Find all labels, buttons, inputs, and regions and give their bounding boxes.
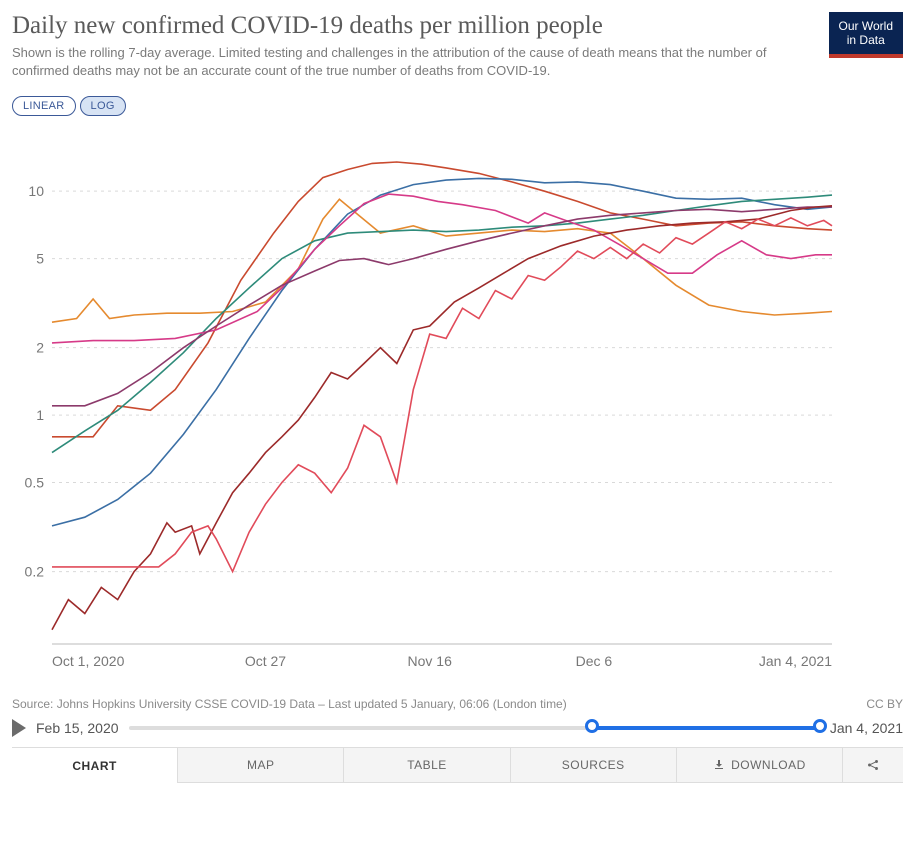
timeline-slider[interactable]: [129, 726, 820, 730]
svg-text:0.2: 0.2: [25, 564, 45, 580]
svg-text:5: 5: [36, 251, 44, 267]
source-text: Source: Johns Hopkins University CSSE CO…: [12, 697, 567, 711]
logo-line2: in Data: [839, 34, 893, 48]
svg-text:Dec 6: Dec 6: [576, 653, 613, 669]
series-e: [52, 194, 832, 343]
svg-text:Oct 1, 2020: Oct 1, 2020: [52, 653, 125, 669]
header: Daily new confirmed COVID-19 deaths per …: [12, 12, 903, 80]
timeline-start[interactable]: Feb 15, 2020: [36, 720, 119, 736]
slider-fill: [592, 726, 820, 730]
chart-subtitle: Shown is the rolling 7-day average. Limi…: [12, 44, 817, 80]
svg-text:10: 10: [28, 184, 44, 200]
chart-title: Daily new confirmed COVID-19 deaths per …: [12, 12, 817, 40]
timeline-end[interactable]: Jan 4, 2021: [830, 720, 903, 736]
series-c: [52, 179, 832, 527]
tab-download[interactable]: DOWNLOAD: [677, 748, 843, 783]
logo-line1: Our World: [839, 20, 893, 34]
scale-toggle: LINEAR LOG: [12, 96, 903, 116]
slider-thumb-end[interactable]: [813, 719, 827, 733]
share-icon: [866, 758, 880, 772]
play-icon[interactable]: [12, 719, 26, 737]
svg-text:1: 1: [36, 407, 44, 423]
linear-button[interactable]: LINEAR: [12, 96, 76, 116]
svg-text:Jan 4, 2021: Jan 4, 2021: [759, 653, 832, 669]
timeline: Feb 15, 2020 Jan 4, 2021: [12, 719, 903, 737]
tab-download-label: DOWNLOAD: [731, 758, 806, 772]
series-d: [52, 195, 832, 453]
slider-thumb-start[interactable]: [585, 719, 599, 733]
series-b: [52, 200, 832, 323]
tab-sources[interactable]: SOURCES: [511, 748, 677, 783]
svg-text:0.5: 0.5: [25, 475, 45, 491]
tab-table[interactable]: TABLE: [344, 748, 510, 783]
log-button[interactable]: LOG: [80, 96, 126, 116]
svg-text:2: 2: [36, 340, 44, 356]
chart-svg: 0.2 0.5 1 2 5 10 Oct 1, 2020 Oct 27 Nov 16 Dec 6 J…: [12, 124, 902, 684]
tab-chart[interactable]: CHART: [12, 748, 178, 783]
download-icon: [713, 759, 725, 771]
license-text[interactable]: CC BY: [866, 697, 903, 711]
series-a: [52, 162, 832, 437]
title-block: Daily new confirmed COVID-19 deaths per …: [12, 12, 829, 80]
svg-text:Nov 16: Nov 16: [408, 653, 453, 669]
owid-logo[interactable]: Our World in Data: [829, 12, 903, 58]
source-row: Source: Johns Hopkins University CSSE CO…: [12, 695, 903, 713]
series-g: [52, 206, 832, 630]
svg-text:Oct 27: Oct 27: [245, 653, 286, 669]
tab-share[interactable]: [843, 748, 903, 783]
tab-map[interactable]: MAP: [178, 748, 344, 783]
chart-area: 0.2 0.5 1 2 5 10 Oct 1, 2020 Oct 27 Nov 16 Dec 6 J…: [12, 124, 902, 689]
tabs: CHART MAP TABLE SOURCES DOWNLOAD: [12, 747, 903, 783]
